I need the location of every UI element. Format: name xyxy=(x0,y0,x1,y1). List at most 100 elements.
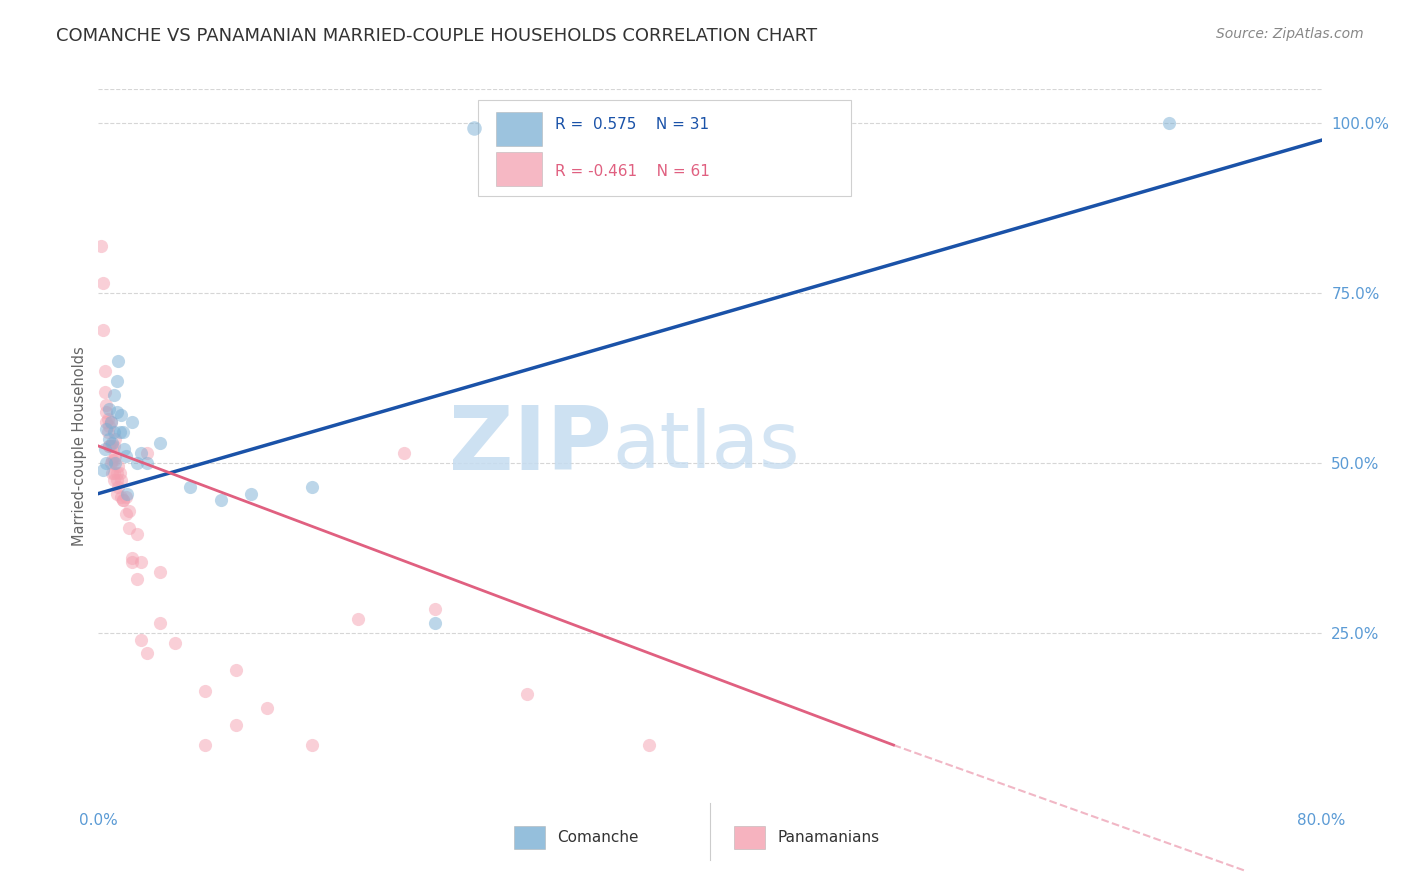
Point xyxy=(118,503,141,517)
Point xyxy=(136,446,159,460)
Point xyxy=(256,700,278,714)
Point xyxy=(94,456,117,470)
Point xyxy=(103,439,125,453)
Point xyxy=(101,439,124,453)
Point xyxy=(101,466,124,480)
Point xyxy=(136,456,159,470)
Point xyxy=(100,415,122,429)
Point xyxy=(179,480,201,494)
Text: Panamanians: Panamanians xyxy=(778,830,879,846)
Point xyxy=(129,555,152,569)
FancyBboxPatch shape xyxy=(478,100,851,196)
Point xyxy=(117,486,139,500)
Point xyxy=(98,432,121,446)
Point xyxy=(98,439,121,453)
Point xyxy=(194,738,217,752)
Point xyxy=(110,490,132,504)
Text: ZIP: ZIP xyxy=(450,402,612,490)
Point xyxy=(149,565,172,579)
Point xyxy=(97,412,120,426)
Point xyxy=(637,738,661,752)
Point xyxy=(91,276,114,290)
Point xyxy=(110,409,132,423)
Point xyxy=(101,435,124,450)
Point xyxy=(209,493,232,508)
Point xyxy=(125,527,148,541)
Point xyxy=(91,323,114,337)
Point xyxy=(112,442,135,457)
Point xyxy=(121,415,143,429)
Point xyxy=(225,717,247,731)
Point xyxy=(347,612,370,626)
Point xyxy=(115,490,138,504)
Point xyxy=(115,507,138,521)
Point xyxy=(93,364,115,378)
Point xyxy=(1157,116,1180,130)
Point xyxy=(104,456,127,470)
Point xyxy=(118,520,141,534)
Text: atlas: atlas xyxy=(612,408,800,484)
Point xyxy=(129,446,152,460)
Point xyxy=(108,466,131,480)
Point xyxy=(111,493,134,508)
Point xyxy=(91,463,114,477)
Point xyxy=(98,418,121,433)
Point xyxy=(94,415,117,429)
FancyBboxPatch shape xyxy=(496,153,543,186)
Point xyxy=(423,615,446,630)
Point xyxy=(240,486,263,500)
Point xyxy=(423,602,446,616)
Point xyxy=(125,572,148,586)
Point xyxy=(225,663,247,677)
Text: COMANCHE VS PANAMANIAN MARRIED-COUPLE HOUSEHOLDS CORRELATION CHART: COMANCHE VS PANAMANIAN MARRIED-COUPLE HO… xyxy=(56,27,817,45)
Point xyxy=(149,435,172,450)
Point xyxy=(100,439,122,453)
Point xyxy=(90,238,112,252)
Point xyxy=(194,683,217,698)
Point xyxy=(107,354,129,368)
Point xyxy=(111,493,134,508)
Point xyxy=(94,398,117,412)
Point xyxy=(163,636,186,650)
Point xyxy=(149,615,172,630)
Point xyxy=(100,456,122,470)
Point xyxy=(103,473,125,487)
Point xyxy=(94,405,117,419)
Point xyxy=(93,442,115,457)
Point xyxy=(516,687,538,701)
Point xyxy=(93,384,115,399)
Point xyxy=(105,486,128,500)
Point xyxy=(107,459,129,474)
Point xyxy=(129,632,152,647)
Point xyxy=(301,738,323,752)
Point xyxy=(301,480,323,494)
Point xyxy=(100,415,122,429)
Point xyxy=(557,153,579,167)
Point xyxy=(103,466,125,480)
FancyBboxPatch shape xyxy=(515,826,546,849)
Point xyxy=(110,473,132,487)
Point xyxy=(105,466,128,480)
Point xyxy=(105,375,128,389)
Point xyxy=(105,473,128,487)
Point xyxy=(121,551,143,566)
Text: Source: ZipAtlas.com: Source: ZipAtlas.com xyxy=(1216,27,1364,41)
Point xyxy=(94,422,117,436)
Point xyxy=(136,646,159,660)
Text: R = -0.461    N = 61: R = -0.461 N = 61 xyxy=(555,164,710,178)
Point xyxy=(98,439,121,453)
Point xyxy=(121,555,143,569)
FancyBboxPatch shape xyxy=(734,826,765,849)
Point xyxy=(115,449,138,463)
Point xyxy=(101,452,124,467)
FancyBboxPatch shape xyxy=(496,112,543,146)
Point xyxy=(107,480,129,494)
Point xyxy=(98,401,121,416)
Point xyxy=(104,449,127,463)
Point xyxy=(108,425,131,440)
Text: R =  0.575    N = 31: R = 0.575 N = 31 xyxy=(555,118,709,132)
Point xyxy=(105,405,128,419)
Point xyxy=(103,425,125,440)
Point xyxy=(125,456,148,470)
Point xyxy=(103,452,125,467)
